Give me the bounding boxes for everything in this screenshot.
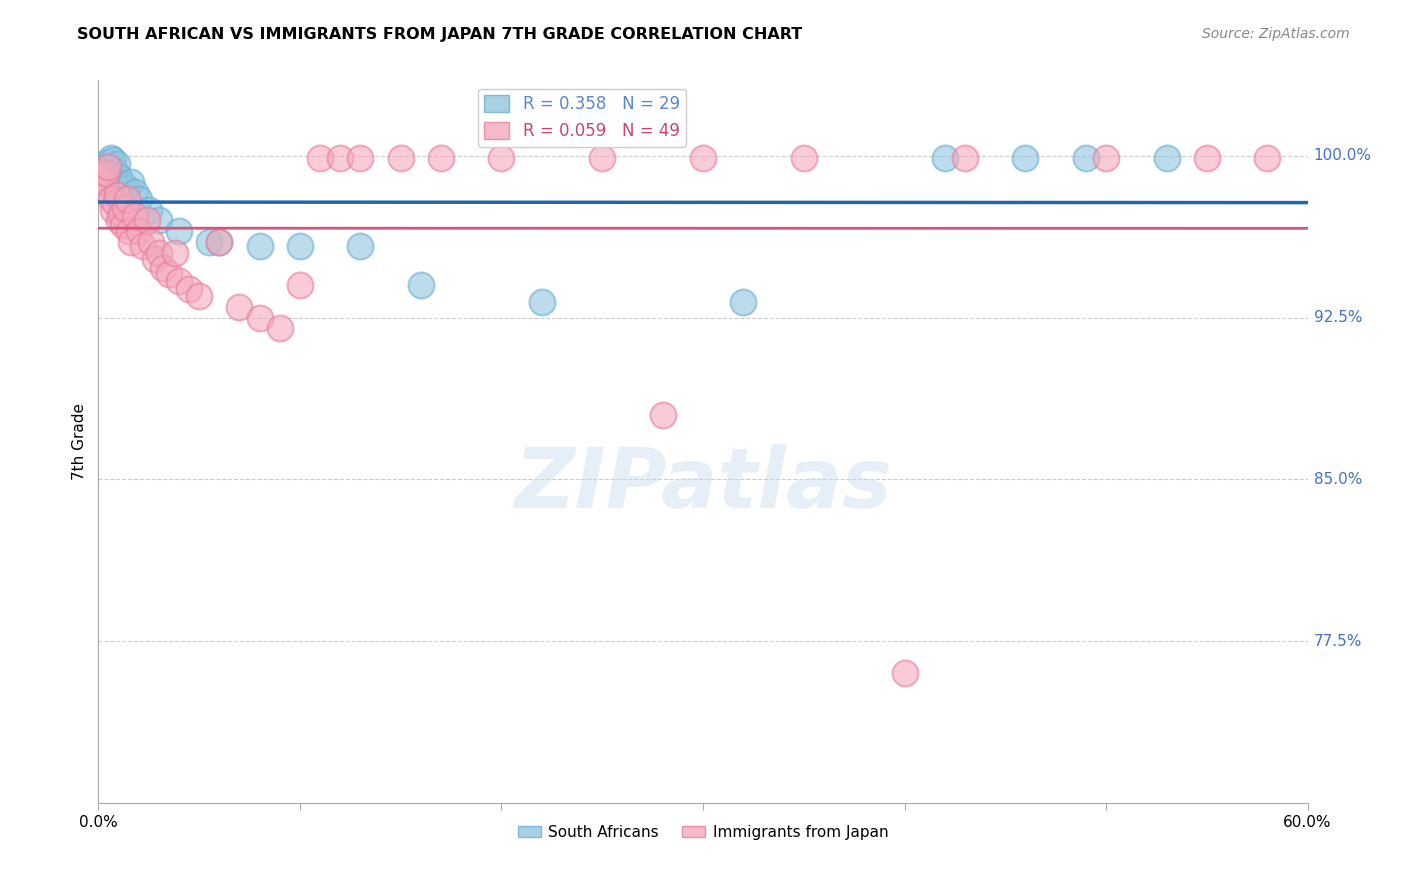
Point bbox=[132, 239, 155, 253]
Point bbox=[115, 181, 138, 195]
Point bbox=[103, 196, 125, 211]
Point bbox=[100, 192, 122, 206]
Point bbox=[198, 235, 221, 249]
Point bbox=[934, 151, 956, 165]
Y-axis label: 7th Grade: 7th Grade bbox=[72, 403, 87, 480]
Text: 85.0%: 85.0% bbox=[1313, 472, 1362, 487]
Text: ZIPatlas: ZIPatlas bbox=[515, 444, 891, 525]
Point bbox=[152, 260, 174, 275]
Point bbox=[651, 408, 673, 422]
Point bbox=[179, 283, 201, 297]
Point bbox=[167, 274, 190, 288]
Point bbox=[208, 235, 231, 249]
Point bbox=[111, 218, 134, 232]
Point bbox=[124, 186, 146, 200]
Point bbox=[733, 295, 755, 310]
Point bbox=[114, 201, 136, 215]
Point bbox=[128, 192, 150, 206]
Point bbox=[1256, 151, 1278, 165]
Point bbox=[188, 289, 211, 303]
Point bbox=[249, 310, 271, 325]
Point bbox=[105, 157, 128, 171]
Point bbox=[89, 170, 111, 185]
Point bbox=[107, 170, 129, 185]
Point bbox=[135, 213, 157, 227]
Point bbox=[124, 209, 146, 223]
Point bbox=[96, 160, 118, 174]
Point bbox=[953, 151, 976, 165]
Point bbox=[491, 151, 513, 165]
Point bbox=[349, 239, 371, 253]
Point bbox=[96, 166, 118, 180]
Point bbox=[103, 164, 125, 178]
Point bbox=[269, 321, 291, 335]
Point bbox=[1156, 151, 1178, 165]
Point bbox=[91, 166, 114, 180]
Legend: South Africans, Immigrants from Japan: South Africans, Immigrants from Japan bbox=[512, 819, 894, 846]
Point bbox=[329, 151, 352, 165]
Text: 100.0%: 100.0% bbox=[1313, 148, 1372, 163]
Point bbox=[101, 153, 124, 167]
Point bbox=[107, 213, 129, 227]
Point bbox=[1095, 151, 1118, 165]
Point bbox=[530, 295, 553, 310]
Point bbox=[157, 268, 180, 282]
Point bbox=[430, 151, 453, 165]
Text: 92.5%: 92.5% bbox=[1313, 310, 1362, 325]
Point bbox=[93, 175, 115, 189]
Point bbox=[893, 666, 915, 681]
Point bbox=[148, 245, 170, 260]
Point bbox=[93, 172, 115, 186]
Point bbox=[228, 300, 250, 314]
Point bbox=[128, 224, 150, 238]
Point bbox=[288, 278, 311, 293]
Point bbox=[143, 252, 166, 267]
Point bbox=[1014, 151, 1036, 165]
Point bbox=[91, 181, 114, 195]
Text: 77.5%: 77.5% bbox=[1313, 633, 1362, 648]
Point bbox=[1074, 151, 1097, 165]
Point bbox=[118, 224, 141, 238]
Point bbox=[349, 151, 371, 165]
Point bbox=[692, 151, 714, 165]
Text: SOUTH AFRICAN VS IMMIGRANTS FROM JAPAN 7TH GRADE CORRELATION CHART: SOUTH AFRICAN VS IMMIGRANTS FROM JAPAN 7… bbox=[77, 27, 803, 42]
Point bbox=[167, 224, 190, 238]
Point bbox=[288, 239, 311, 253]
Point bbox=[101, 202, 124, 217]
Point bbox=[389, 151, 412, 165]
Point bbox=[100, 151, 122, 165]
Point bbox=[97, 160, 120, 174]
Text: Source: ZipAtlas.com: Source: ZipAtlas.com bbox=[1202, 27, 1350, 41]
Point bbox=[309, 151, 332, 165]
Point bbox=[110, 207, 132, 221]
Point bbox=[1195, 151, 1218, 165]
Point bbox=[115, 192, 138, 206]
Point bbox=[105, 187, 128, 202]
Point bbox=[120, 235, 142, 249]
Point bbox=[591, 151, 613, 165]
Point bbox=[793, 151, 815, 165]
Point bbox=[120, 175, 142, 189]
Point bbox=[138, 202, 160, 217]
Point bbox=[163, 245, 186, 260]
Point bbox=[139, 235, 162, 249]
Point bbox=[111, 177, 134, 191]
Point bbox=[208, 235, 231, 249]
Point bbox=[97, 155, 120, 169]
Point bbox=[148, 213, 170, 227]
Point bbox=[249, 239, 271, 253]
Point bbox=[409, 278, 432, 293]
